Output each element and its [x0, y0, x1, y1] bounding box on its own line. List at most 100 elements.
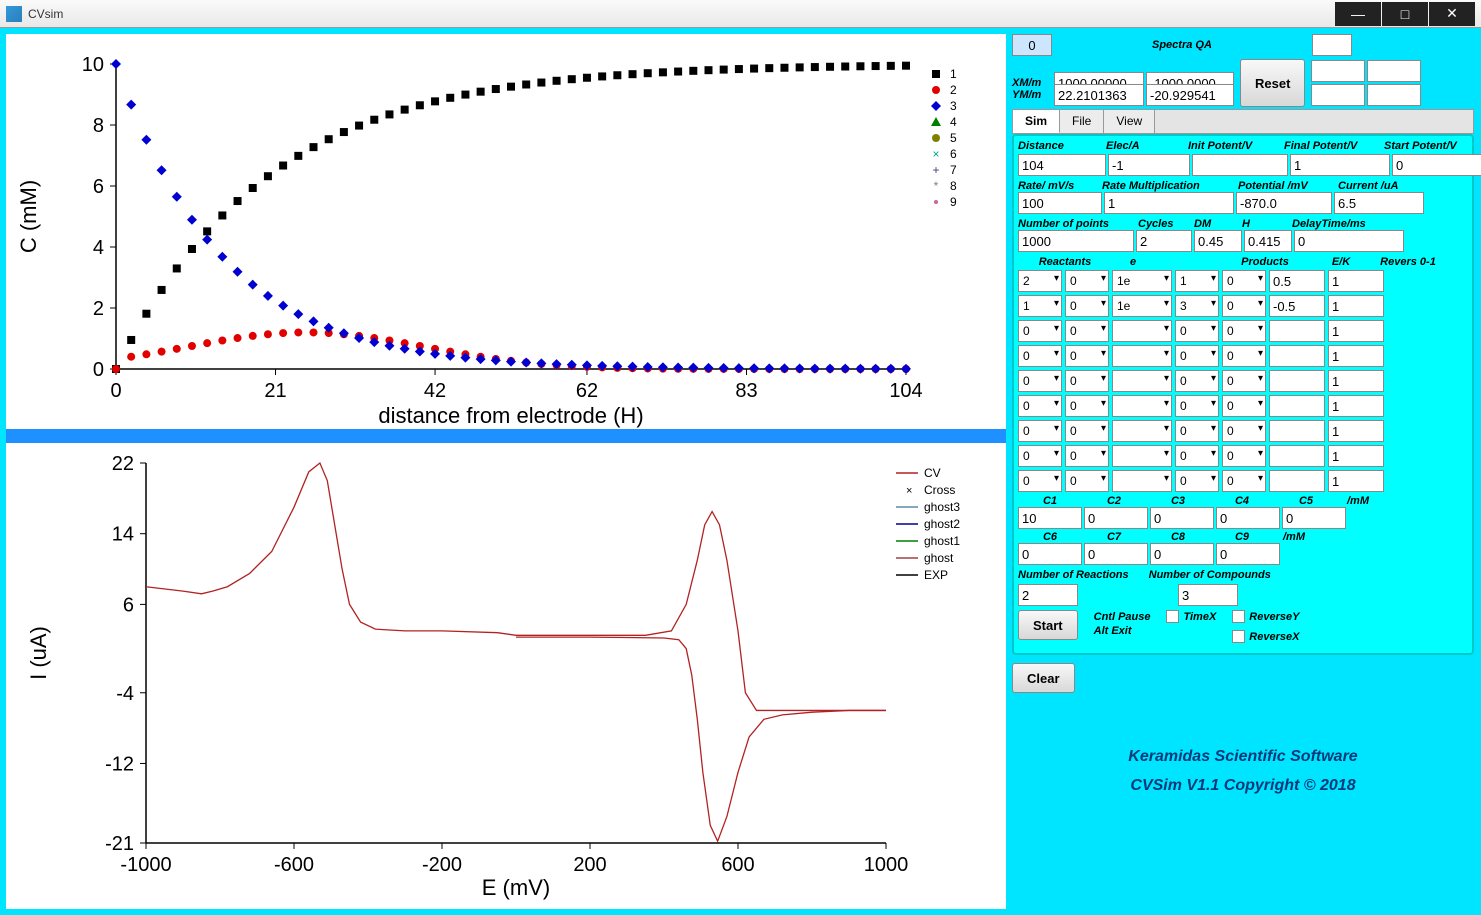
delay-input[interactable] — [1294, 230, 1404, 252]
ncompounds-input[interactable] — [1178, 584, 1238, 606]
react-r1-select[interactable]: 0 — [1018, 470, 1062, 492]
spectra-qa-input[interactable] — [1312, 34, 1352, 56]
react-r2-select[interactable]: 0 — [1065, 370, 1109, 392]
potential-input[interactable] — [1236, 192, 1332, 214]
minimize-button[interactable]: — — [1335, 2, 1381, 26]
clear-button[interactable]: Clear — [1012, 663, 1075, 693]
ym-max-input[interactable] — [1146, 84, 1234, 106]
c8-input[interactable] — [1150, 543, 1214, 565]
react-ek-input[interactable] — [1269, 345, 1325, 367]
react-e-select[interactable]: 1e — [1112, 295, 1172, 317]
distance-input[interactable] — [1018, 154, 1106, 176]
reversey-checkbox[interactable]: ReverseY — [1232, 610, 1299, 623]
react-p2-select[interactable]: 0 — [1222, 270, 1266, 292]
react-rev-input[interactable] — [1328, 320, 1384, 342]
react-e-select[interactable] — [1112, 320, 1172, 342]
react-p2-select[interactable]: 0 — [1222, 370, 1266, 392]
timex-checkbox[interactable]: TimeX — [1166, 610, 1216, 623]
react-r1-select[interactable]: 0 — [1018, 395, 1062, 417]
top-index-input[interactable] — [1012, 34, 1052, 56]
tab-sim[interactable]: Sim — [1013, 110, 1060, 133]
rate-mult-input[interactable] — [1104, 192, 1234, 214]
c7-input[interactable] — [1084, 543, 1148, 565]
react-e-select[interactable] — [1112, 345, 1172, 367]
react-r2-select[interactable]: 0 — [1065, 320, 1109, 342]
react-ek-input[interactable] — [1269, 370, 1325, 392]
react-p2-select[interactable]: 0 — [1222, 345, 1266, 367]
rate-input[interactable] — [1018, 192, 1102, 214]
aux-input-2[interactable] — [1367, 60, 1421, 82]
react-p1-select[interactable]: 0 — [1175, 345, 1219, 367]
react-rev-input[interactable] — [1328, 345, 1384, 367]
tab-view[interactable]: View — [1104, 110, 1155, 133]
c5-input[interactable] — [1282, 507, 1346, 529]
final-potent-input[interactable] — [1290, 154, 1390, 176]
c9-input[interactable] — [1216, 543, 1280, 565]
c3-input[interactable] — [1150, 507, 1214, 529]
react-e-select[interactable] — [1112, 445, 1172, 467]
close-button[interactable]: ✕ — [1429, 2, 1475, 26]
react-p2-select[interactable]: 0 — [1222, 470, 1266, 492]
react-rev-input[interactable] — [1328, 445, 1384, 467]
maximize-button[interactable]: □ — [1382, 2, 1428, 26]
react-p1-select[interactable]: 0 — [1175, 470, 1219, 492]
react-ek-input[interactable] — [1269, 445, 1325, 467]
react-e-select[interactable] — [1112, 395, 1172, 417]
react-p1-select[interactable]: 0 — [1175, 420, 1219, 442]
react-r2-select[interactable]: 0 — [1065, 395, 1109, 417]
current-input[interactable] — [1334, 192, 1424, 214]
aux-input-4[interactable] — [1367, 84, 1421, 106]
react-rev-input[interactable] — [1328, 270, 1384, 292]
react-r2-select[interactable]: 0 — [1065, 270, 1109, 292]
c4-input[interactable] — [1216, 507, 1280, 529]
aux-input-3[interactable] — [1311, 84, 1365, 106]
react-r2-select[interactable]: 0 — [1065, 470, 1109, 492]
react-p2-select[interactable]: 0 — [1222, 320, 1266, 342]
react-p1-select[interactable]: 0 — [1175, 445, 1219, 467]
c2-input[interactable] — [1084, 507, 1148, 529]
react-r2-select[interactable]: 0 — [1065, 345, 1109, 367]
react-r2-select[interactable]: 0 — [1065, 445, 1109, 467]
react-p2-select[interactable]: 0 — [1222, 395, 1266, 417]
cycles-input[interactable] — [1136, 230, 1192, 252]
react-r1-select[interactable]: 2 — [1018, 270, 1062, 292]
c1-input[interactable] — [1018, 507, 1082, 529]
react-r1-select[interactable]: 0 — [1018, 370, 1062, 392]
react-rev-input[interactable] — [1328, 295, 1384, 317]
react-e-select[interactable] — [1112, 470, 1172, 492]
nreactions-input[interactable] — [1018, 584, 1078, 606]
react-p1-select[interactable]: 0 — [1175, 370, 1219, 392]
react-rev-input[interactable] — [1328, 420, 1384, 442]
react-rev-input[interactable] — [1328, 370, 1384, 392]
react-ek-input[interactable] — [1269, 470, 1325, 492]
npoints-input[interactable] — [1018, 230, 1134, 252]
react-p1-select[interactable]: 0 — [1175, 395, 1219, 417]
react-p2-select[interactable]: 0 — [1222, 445, 1266, 467]
aux-input-1[interactable] — [1311, 60, 1365, 82]
react-p1-select[interactable]: 1 — [1175, 270, 1219, 292]
reset-button[interactable]: Reset — [1240, 59, 1305, 107]
react-e-select[interactable] — [1112, 370, 1172, 392]
ym-min-input[interactable] — [1054, 84, 1144, 106]
c6-input[interactable] — [1018, 543, 1082, 565]
react-rev-input[interactable] — [1328, 395, 1384, 417]
start-button[interactable]: Start — [1018, 610, 1078, 640]
react-ek-input[interactable] — [1269, 295, 1325, 317]
react-r1-select[interactable]: 0 — [1018, 420, 1062, 442]
react-e-select[interactable] — [1112, 420, 1172, 442]
react-e-select[interactable]: 1e — [1112, 270, 1172, 292]
react-r2-select[interactable]: 0 — [1065, 295, 1109, 317]
h-input[interactable] — [1244, 230, 1292, 252]
eleca-input[interactable] — [1108, 154, 1190, 176]
react-ek-input[interactable] — [1269, 420, 1325, 442]
reversex-checkbox[interactable]: ReverseX — [1232, 630, 1299, 643]
tab-file[interactable]: File — [1060, 110, 1104, 133]
react-rev-input[interactable] — [1328, 470, 1384, 492]
react-r2-select[interactable]: 0 — [1065, 420, 1109, 442]
react-p2-select[interactable]: 0 — [1222, 295, 1266, 317]
init-potent-input[interactable] — [1192, 154, 1288, 176]
react-r1-select[interactable]: 1 — [1018, 295, 1062, 317]
react-ek-input[interactable] — [1269, 270, 1325, 292]
start-potent-input[interactable] — [1392, 154, 1481, 176]
react-r1-select[interactable]: 0 — [1018, 445, 1062, 467]
